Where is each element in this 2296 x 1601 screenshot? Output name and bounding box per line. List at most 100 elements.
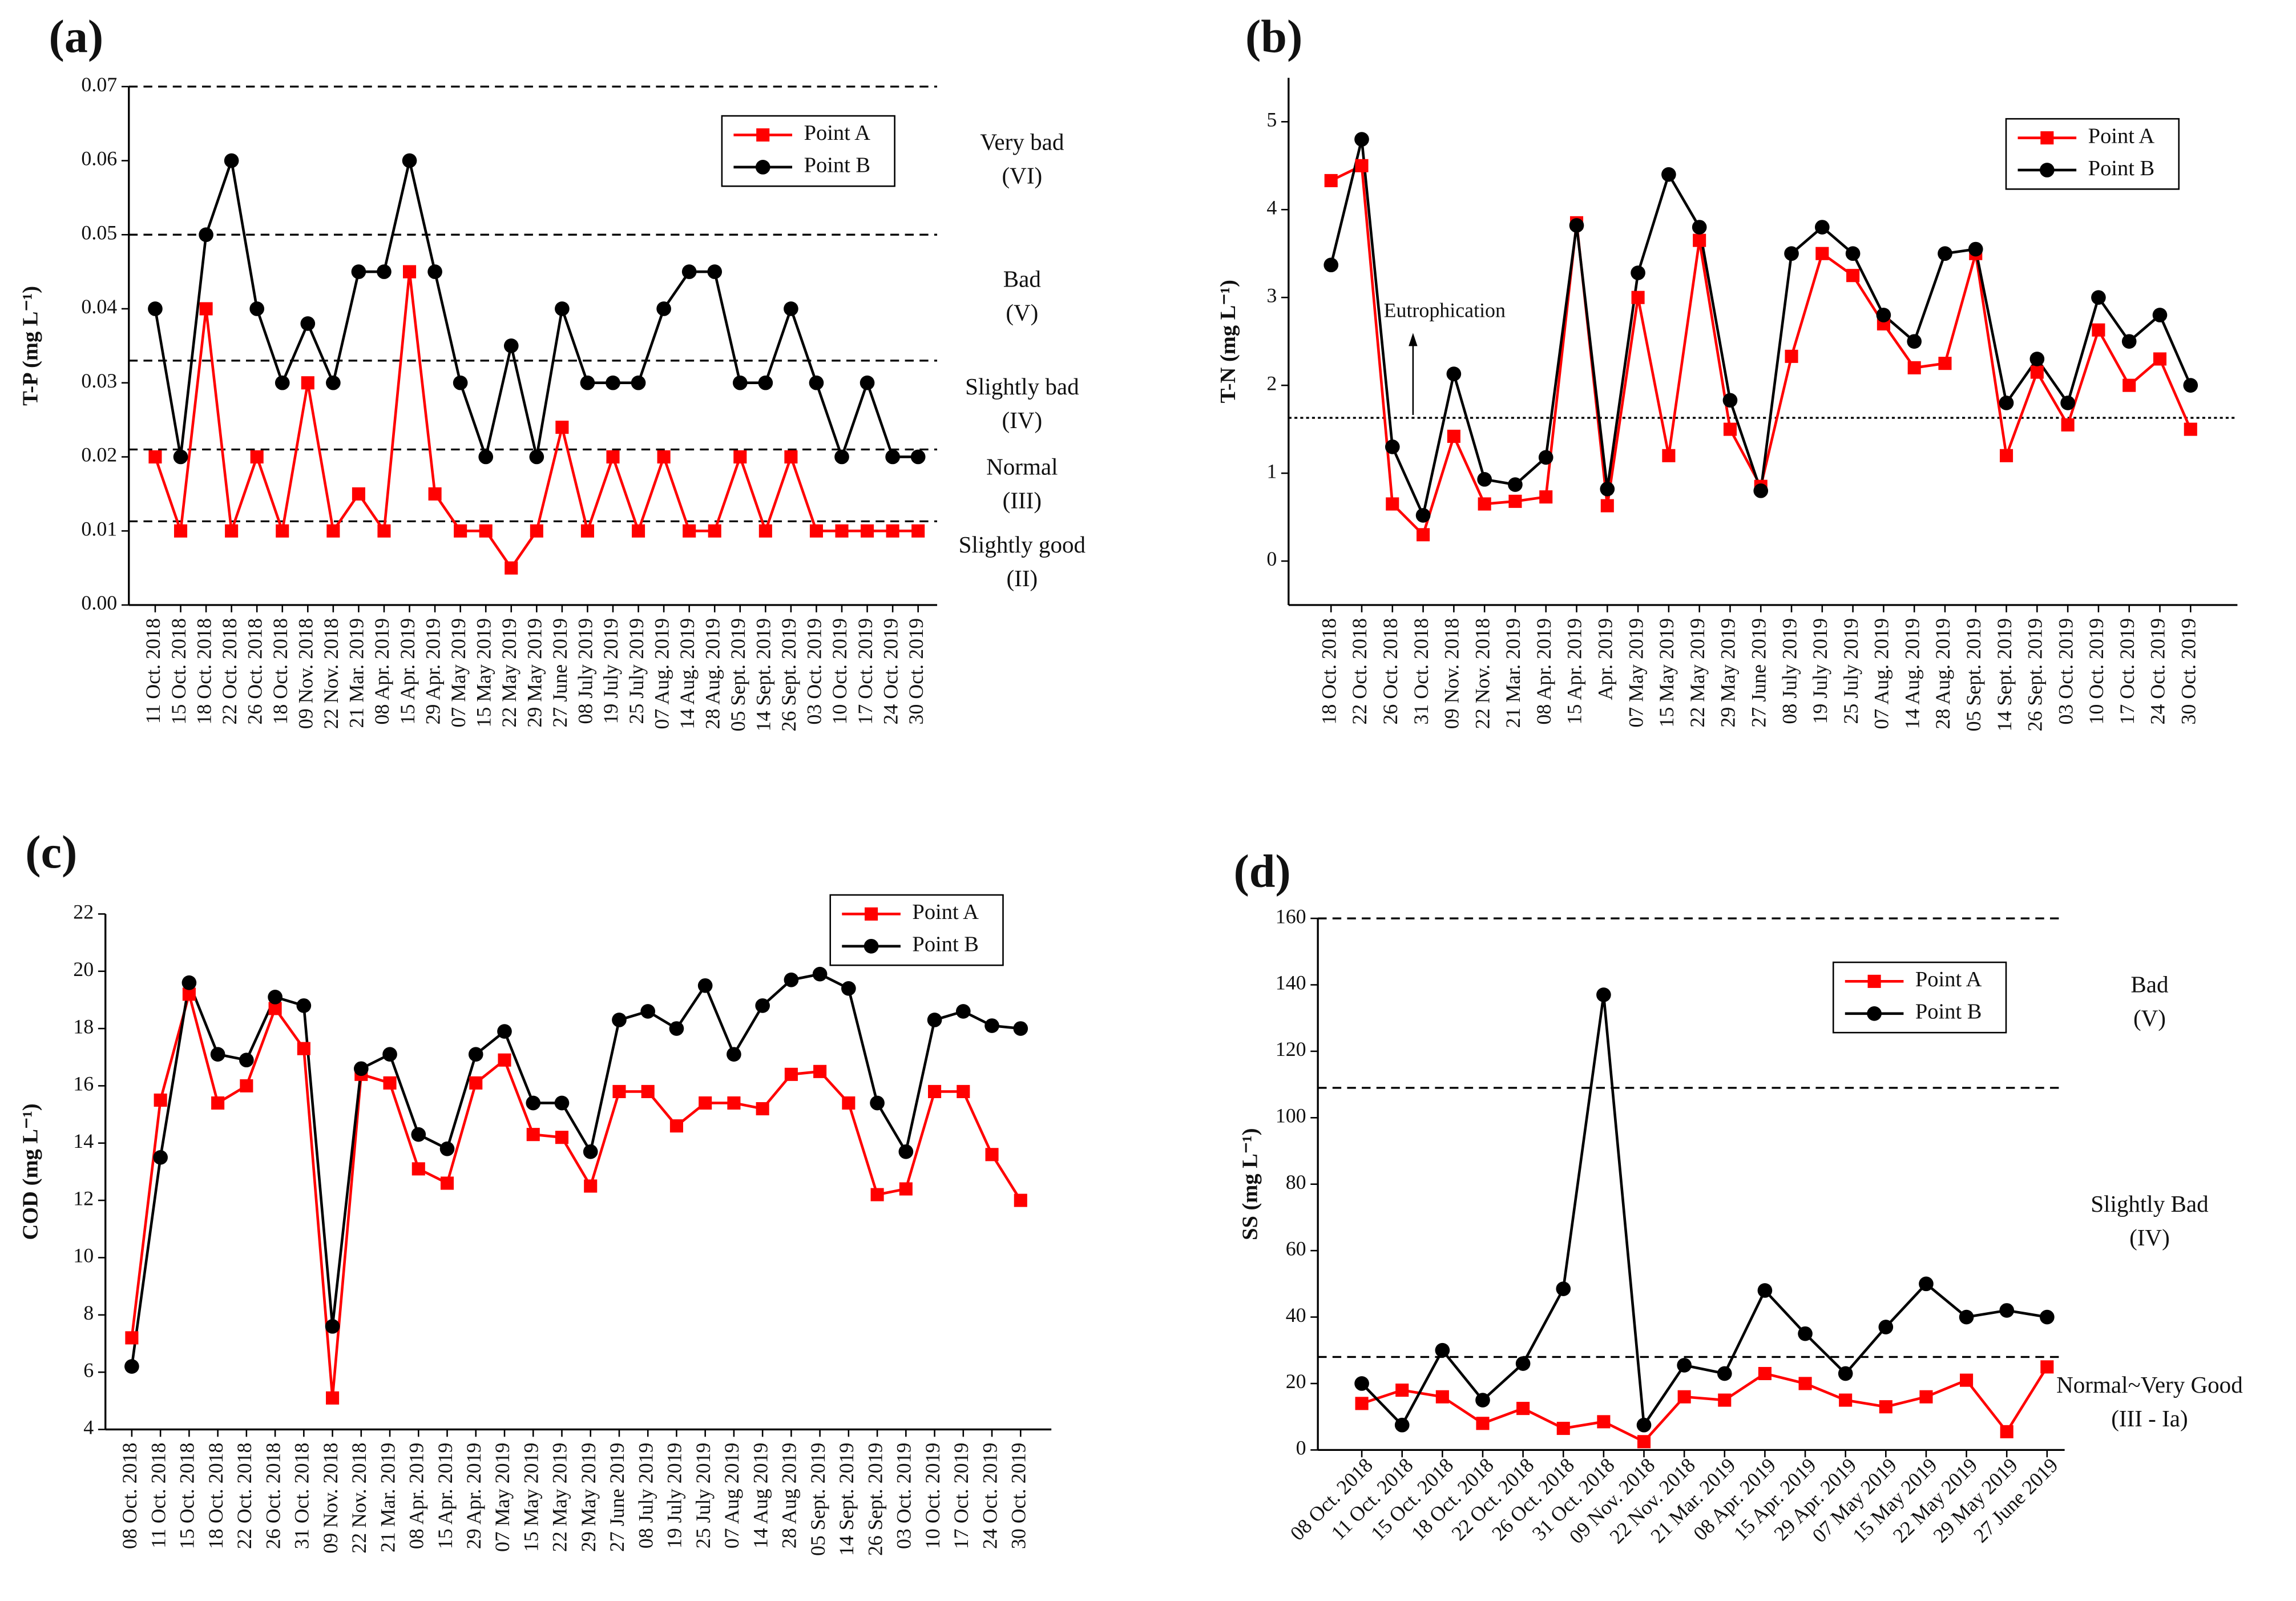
point-marker xyxy=(870,1188,884,1201)
zone-label: (III) xyxy=(1003,487,1042,514)
point-marker xyxy=(250,450,264,464)
point-marker xyxy=(1938,357,1952,370)
point-marker xyxy=(2091,290,2106,305)
y-tick-label: 1 xyxy=(1266,459,1277,482)
y-tick-label: 8 xyxy=(83,1301,94,1324)
point-marker xyxy=(276,524,289,538)
y-tick-label: 5 xyxy=(1266,108,1277,131)
point-marker xyxy=(453,375,468,390)
point-marker xyxy=(708,524,721,538)
y-tick-label: 0 xyxy=(1296,1437,1306,1459)
legend-marker xyxy=(755,160,770,175)
x-tick-label: 17 Oct. 2019 xyxy=(854,618,877,725)
x-tick-label: 18 Oct. 2018 xyxy=(192,618,215,725)
point-marker xyxy=(249,301,265,316)
point-marker xyxy=(325,1319,340,1334)
y-tick-label: 3 xyxy=(1266,284,1277,307)
zone-label: Bad xyxy=(1003,266,1042,292)
x-tick-label: 05 Sept. 2019 xyxy=(1962,618,1985,731)
point-marker xyxy=(835,524,849,538)
legend-label: Point B xyxy=(1915,1000,1982,1024)
point-marker xyxy=(1722,393,1738,408)
point-marker xyxy=(1878,1320,1894,1334)
y-axis-title: COD (mg L⁻¹) xyxy=(18,1103,42,1240)
point-marker xyxy=(469,1076,483,1090)
series-line xyxy=(1329,139,2192,520)
series-line xyxy=(1330,163,2192,538)
y-tick-label: 20 xyxy=(1286,1370,1306,1393)
point-marker xyxy=(1693,233,1706,247)
point-marker xyxy=(377,264,392,279)
point-marker xyxy=(1539,490,1553,504)
zone-label: (IV) xyxy=(1002,407,1043,433)
point-marker xyxy=(1435,1390,1449,1404)
x-tick-label: 30 Oct. 2019 xyxy=(2177,618,2200,725)
y-tick-label: 0 xyxy=(1266,547,1277,570)
point-marker xyxy=(1386,497,1399,511)
x-tick-label: 14 Aug 2019 xyxy=(749,1443,772,1549)
point-marker xyxy=(402,265,417,279)
point-marker xyxy=(727,1047,741,1062)
y-tick-label: 0.03 xyxy=(81,369,117,392)
point-marker xyxy=(2040,1309,2055,1325)
point-marker xyxy=(1385,439,1400,454)
point-marker xyxy=(182,987,196,1001)
y-tick-label: 60 xyxy=(1286,1237,1306,1260)
point-marker xyxy=(727,1096,741,1110)
point-marker xyxy=(606,450,620,464)
y-tick-label: 14 xyxy=(73,1130,94,1152)
legend-marker xyxy=(1867,1006,1882,1021)
x-tick-label: 07 May 2019 xyxy=(447,618,470,728)
point-marker xyxy=(669,1119,683,1133)
point-marker xyxy=(125,1331,139,1345)
x-tick-label: 26 Oct. 2018 xyxy=(261,1443,284,1550)
legend-label: Point A xyxy=(2088,124,2155,148)
point-marker xyxy=(555,301,570,316)
point-marker xyxy=(2152,308,2168,322)
x-tick-label: 28 Aug. 2019 xyxy=(1931,618,1954,729)
point-marker xyxy=(240,1079,253,1092)
zone-label: Normal xyxy=(986,454,1058,480)
point-marker xyxy=(300,316,316,331)
point-marker xyxy=(382,1047,397,1062)
x-tick-label: 11 Oct. 2018 xyxy=(142,618,164,724)
point-marker xyxy=(861,524,874,538)
x-tick-label: 24 Oct. 2019 xyxy=(978,1443,1001,1549)
x-tick-label: 15 Oct. 2018 xyxy=(176,1443,199,1550)
y-tick-label: 0.00 xyxy=(81,591,117,614)
point-marker xyxy=(1446,366,1462,381)
x-tick-label: 22 May 2019 xyxy=(548,1443,571,1552)
x-tick-label: 25 July 2019 xyxy=(625,618,648,724)
x-tick-label: 29 May 2019 xyxy=(1717,618,1740,727)
point-marker xyxy=(2092,323,2105,337)
point-marker xyxy=(275,375,290,390)
zone-label: (II) xyxy=(1007,565,1038,591)
x-tick-label: 21 Mar. 2019 xyxy=(1502,618,1524,728)
x-tick-label: 15 Oct. 2018 xyxy=(167,618,190,725)
point-marker xyxy=(529,449,544,465)
y-tick-label: 10 xyxy=(73,1244,94,1267)
point-marker xyxy=(1569,218,1584,233)
point-marker xyxy=(1631,291,1645,304)
point-marker xyxy=(1596,987,1611,1002)
x-tick-label: 22 Oct. 2018 xyxy=(233,1443,256,1550)
point-marker xyxy=(1717,1366,1732,1381)
point-marker xyxy=(1757,1283,1773,1298)
annotation-arrowhead xyxy=(1409,333,1418,346)
y-tick-label: 20 xyxy=(73,958,94,981)
x-tick-label: 27 June 2019 xyxy=(1747,618,1770,727)
zone-label: (V) xyxy=(1006,300,1038,326)
x-tick-label: 07 May 2019 xyxy=(491,1443,514,1552)
point-marker xyxy=(326,1391,340,1405)
legend-marker xyxy=(865,907,878,921)
point-marker xyxy=(211,1096,225,1110)
point-marker xyxy=(326,375,341,390)
point-marker xyxy=(2153,352,2167,366)
point-marker xyxy=(554,1095,570,1111)
x-tick-label: 21 Mar. 2019 xyxy=(345,618,368,728)
point-marker xyxy=(584,1179,598,1193)
point-marker xyxy=(860,375,875,390)
x-tick-label: 10 Oct. 2019 xyxy=(828,618,851,725)
point-marker xyxy=(1323,257,1339,273)
x-tick-label: 10 Oct. 2019 xyxy=(2085,618,2108,725)
